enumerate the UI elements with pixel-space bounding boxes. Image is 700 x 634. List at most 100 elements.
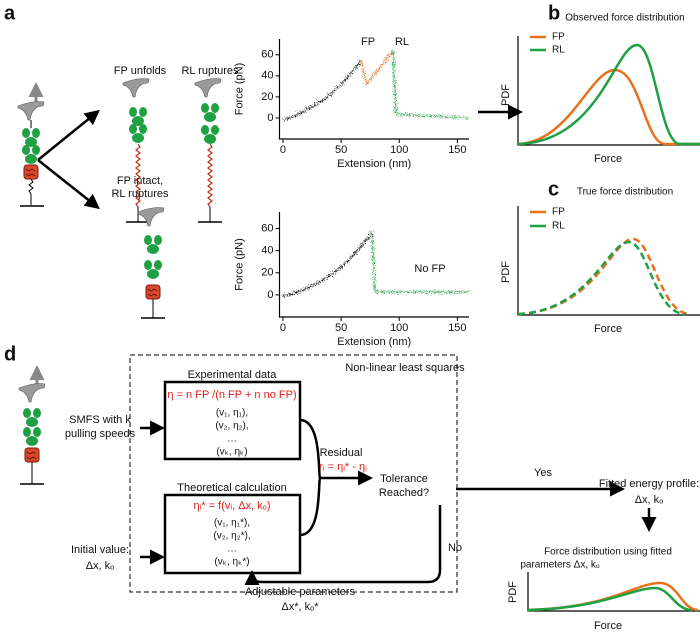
experimental-box <box>163 380 302 461</box>
y-tick-label: 0 <box>267 112 273 124</box>
y-tick-label: 60 <box>261 49 273 61</box>
list-item: (v₁, η₁), <box>216 408 248 419</box>
legend-label: FP <box>552 32 565 43</box>
plot-title: Force distribution using fitted <box>544 547 672 558</box>
feedback-label: Δx*, kₒ* <box>281 601 319 613</box>
state-label: FP intact, <box>117 175 163 187</box>
distribution-curve <box>517 43 700 146</box>
construct-intact <box>137 207 165 319</box>
axis-label: PDF <box>500 84 512 106</box>
force-trace-plot: FP RL 0 20 40 60 0 50 100 150 Extension (nm) Forc… <box>233 36 470 170</box>
feedback-label: Adjustable parameters <box>245 586 356 598</box>
annotation: RL <box>395 36 409 48</box>
plot-title: Observed force distribution <box>565 13 685 24</box>
panel-label: b <box>548 2 560 24</box>
list-item: … <box>227 544 237 555</box>
input-label: Initial value: <box>71 544 129 556</box>
trace <box>282 59 362 121</box>
trace <box>392 49 470 119</box>
construct-initial <box>17 82 45 207</box>
axis-label: Extension (nm) <box>337 158 411 170</box>
dashed-box <box>129 354 458 593</box>
annotation: No FP <box>414 263 445 275</box>
result-label: Fitted energy profile: <box>599 478 699 490</box>
distribution-curve <box>517 237 691 316</box>
decision: Reached? <box>379 487 429 499</box>
formula: η = n FP /(n FP + n no FP) <box>167 389 296 401</box>
state-label: FP unfolds <box>114 65 167 77</box>
legend-label: RL <box>552 45 565 56</box>
trace <box>360 49 394 86</box>
bracket <box>299 418 322 537</box>
axis-label: Force (pN) <box>233 63 245 116</box>
x-tick-label: 150 <box>448 144 466 156</box>
distribution-curve <box>527 586 693 612</box>
arrow <box>37 109 100 161</box>
residual-label: Residual <box>320 447 363 459</box>
plot-title: True force distribution <box>577 187 673 198</box>
x-tick-label: 50 <box>335 144 347 156</box>
input-label: pulling speeds <box>65 428 136 440</box>
panel-label: a <box>4 2 16 24</box>
x-tick-label: 100 <box>390 322 408 334</box>
box-title: Non-linear least squares <box>345 362 465 374</box>
state-label: RL ruptures <box>181 65 239 77</box>
axes <box>517 36 700 146</box>
trace <box>371 231 469 293</box>
y-tick-label: 40 <box>261 245 273 257</box>
distribution-curve <box>517 240 686 316</box>
construct-rupture <box>194 78 222 223</box>
input-label: SMFS with k <box>69 414 131 426</box>
branch-label: Yes <box>534 467 552 479</box>
axis-label: PDF <box>500 261 512 283</box>
axis-label: Force <box>594 620 622 632</box>
arrow <box>37 159 100 210</box>
distribution-curve <box>527 581 699 612</box>
axes <box>517 206 700 316</box>
axes <box>278 39 469 140</box>
x-tick-label: 150 <box>448 322 466 334</box>
y-tick-label: 0 <box>267 289 273 301</box>
construct-unfold <box>122 78 150 223</box>
trace <box>282 231 373 297</box>
box-heading: Theoretical calculation <box>177 482 286 494</box>
list-item: (v₂, η₂), <box>215 421 248 432</box>
formula: ηᵢ* = f(vᵢ, Δx, kₒ) <box>194 500 271 512</box>
input-label: Δx, kₒ <box>86 560 115 572</box>
box-heading: Experimental data <box>188 369 278 381</box>
y-tick-label: 40 <box>261 70 273 82</box>
y-tick-label: 20 <box>261 267 273 279</box>
x-tick-label: 0 <box>280 322 286 334</box>
axis-label: Force <box>594 323 622 335</box>
list-item: (vₖ, ηₖ) <box>216 447 247 458</box>
plot-title: parameters Δx, kₒ <box>520 560 600 571</box>
x-tick-label: 50 <box>335 322 347 334</box>
axis-label: Force (pN) <box>233 238 245 291</box>
y-tick-label: 60 <box>261 222 273 234</box>
item-list: (v₁, η₁), (v₂, η₂), … (vₖ, ηₖ) <box>215 408 248 458</box>
item-list: (v₁, η₁*), (v₂, η₂*), … (vₖ, ηₖ*) <box>213 518 250 568</box>
axes <box>527 572 700 612</box>
axes <box>278 212 469 318</box>
y-tick-label: 20 <box>261 91 273 103</box>
state-label: RL ruptures <box>111 188 169 200</box>
result-label: Δx, kₒ <box>635 494 664 506</box>
formula: rᵢ = ηᵢ* - ηᵢ <box>319 461 367 473</box>
decision: Tolerance <box>380 473 428 485</box>
arrow <box>244 505 442 586</box>
list-item: (v₂, η₂*), <box>213 531 250 542</box>
axis-label: PDF <box>507 581 519 603</box>
list-item: (v₁, η₁*), <box>214 518 250 529</box>
theoretical-box <box>163 493 302 575</box>
construct-initial <box>18 365 46 485</box>
panel-label: c <box>548 178 559 200</box>
axis-label: Extension (nm) <box>337 336 411 348</box>
legend-label: RL <box>552 221 565 232</box>
list-item: … <box>227 434 237 445</box>
list-item: (vₖ, ηₖ*) <box>214 557 249 568</box>
branch-label: No <box>448 542 462 554</box>
panel-label: d <box>4 343 16 365</box>
axis-label: Force <box>594 153 622 165</box>
legend-label: FP <box>552 207 565 218</box>
